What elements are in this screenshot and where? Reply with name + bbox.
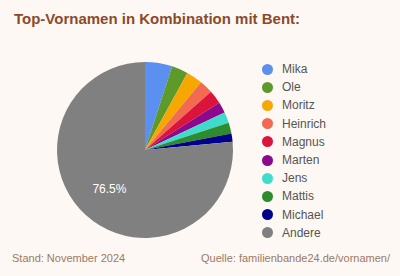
svg-text:76.5%: 76.5% <box>92 182 126 196</box>
html-text:Ole: Ole <box>282 80 301 95</box>
html-text:Marten: Marten <box>282 153 320 167</box>
html-text:Magnus: Magnus <box>282 134 325 149</box>
html-text:Top-Vornamen in Kombination mi: Top-Vornamen in Kombination mit Bent: <box>14 10 301 27</box>
html-text:Mattis: Mattis <box>282 189 314 204</box>
html-text:Mika: Mika <box>282 62 308 77</box>
html-text:Jens: Jens <box>282 171 308 186</box>
html-text:Heinrich: Heinrich <box>282 116 326 131</box>
html-text:Andere: Andere <box>282 225 321 240</box>
html-text:Moritz: Moritz <box>282 98 315 113</box>
html-text:Quelle: familienbande24.de/vor: Quelle: familienbande24.de/vornamen/ <box>201 252 390 264</box>
html-text:Stand: November 2024: Stand: November 2024 <box>12 252 126 264</box>
html-text:Michael: Michael <box>282 207 324 222</box>
